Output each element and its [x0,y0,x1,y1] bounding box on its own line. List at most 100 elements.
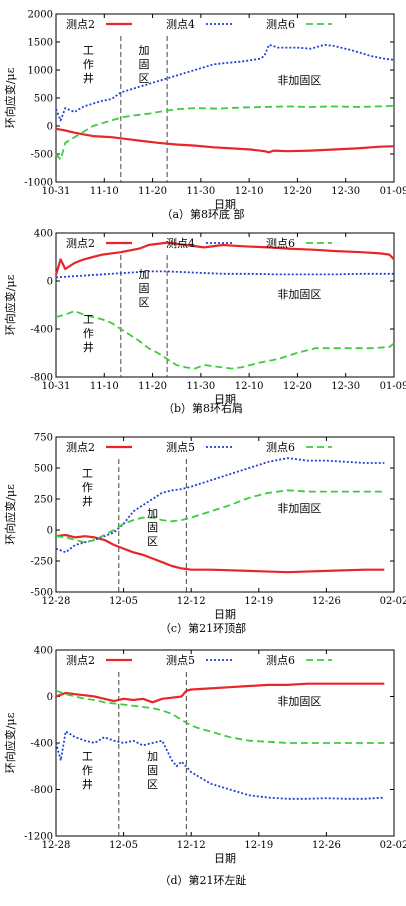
annotation-reinforced: 固 [147,521,158,534]
annotation-working-shaft: 井 [82,494,93,508]
x-tick-label: 12-26 [312,596,341,607]
chart-caption: （c）第21环顶部 [160,621,246,635]
x-tick-label: 12-30 [331,381,360,392]
legend-label: 测点5 [166,441,195,454]
y-tick-label: 0 [47,122,53,133]
chart-caption: （d）第21环左趾 [159,873,246,887]
y-tick-label: -400 [31,325,53,336]
annotation-reinforced: 固 [147,764,158,777]
y-axis-label: 环向应变/με [3,274,17,335]
plot-frame [55,436,395,593]
series-line-3 [55,104,395,161]
x-tick-label: 12-28 [42,596,71,607]
legend-label: 测点6 [266,18,295,31]
annotation-working-shaft: 作 [83,58,94,71]
annotation-working-shaft: 工 [82,467,93,480]
chart-caption: （b）第8环右肩 [163,401,243,415]
x-tick-label: 12-10 [235,186,264,197]
y-tick-label: -500 [31,150,53,161]
x-tick-label: 12-20 [283,381,312,392]
x-tick-label: 02-02 [380,596,406,607]
legend-label: 测点6 [266,654,295,667]
legend-label: 测点4 [166,18,195,31]
x-tick-label: 12-12 [177,596,206,607]
annotation-reinforced: 固 [138,58,149,71]
chart-panel-2: -800 -400 0 400 10-31 11-10 11-20 11-30 12-10 12-… [3,229,406,416]
x-tick-label: 11-30 [186,186,215,197]
y-tick-label: 250 [34,495,53,506]
annotation-working-shaft: 作 [82,481,93,494]
x-tick-label: 01-09 [380,381,406,392]
legend-label: 测点6 [266,441,295,454]
chart-panel-3: -500 -250 0 250 500 750 12-28 12-05 12-12 12-19 12… [3,433,406,636]
annotation-non-reinforced: 非加固区 [277,74,321,87]
annotation-non-reinforced: 非加固区 [277,695,321,708]
x-tick-label: 12-19 [244,596,273,607]
annotation-working-shaft: 井 [83,71,94,85]
annotation-reinforced: 加 [147,750,158,763]
x-tick-label: 12-26 [312,840,341,851]
annotation-working-shaft: 作 [83,327,94,340]
series-line-1 [54,241,395,276]
y-tick-label: 400 [34,646,53,657]
y-tick-label: 2000 [28,10,53,21]
series-line-2 [55,730,385,800]
annotation-non-reinforced: 非加固区 [277,502,321,515]
y-axis-label: 环向应变/με [3,484,17,545]
x-tick-label: 12-05 [109,840,138,851]
annotation-reinforced: 区 [147,535,158,548]
y-axis-label: 环向应变/με [3,67,17,128]
chart-caption: （a）第8环底 部 [161,207,244,221]
x-tick-label: 12-20 [283,186,312,197]
x-tick-label: 11-20 [138,186,167,197]
annotation-reinforced: 区 [147,778,158,791]
x-tick-label: 11-30 [186,381,215,392]
x-axis-label: 日期 [214,198,236,211]
y-tick-label: -1200 [24,832,53,843]
legend-label: 测点6 [266,237,295,250]
legend-label: 测点2 [66,18,95,31]
annotation-working-shaft: 工 [83,313,94,326]
annotation-reinforced: 区 [138,296,149,309]
y-tick-label: 0 [47,692,53,703]
x-tick-label: 11-20 [138,381,167,392]
x-tick-label: 12-05 [109,596,138,607]
annotation-working-shaft: 井 [83,340,94,354]
x-tick-label: 11-10 [90,186,119,197]
series-line-1 [55,127,395,154]
series-line-3 [55,689,385,744]
x-axis-label: 日期 [214,852,236,865]
annotation-reinforced: 区 [138,72,149,85]
annotation-working-shaft: 工 [82,750,93,763]
y-tick-label: -250 [31,557,53,568]
annotation-working-shaft: 作 [82,764,93,777]
y-tick-label: 400 [34,229,53,240]
x-tick-label: 12-12 [177,840,206,851]
y-tick-label: 0 [47,277,53,288]
x-axis-label: 日期 [214,393,236,406]
legend-label: 测点5 [166,654,195,667]
x-tick-label: 12-10 [235,381,264,392]
series-line-2 [55,457,385,554]
plot-frame [55,232,395,378]
plot-frame [55,649,395,837]
x-tick-label: 12-19 [244,840,273,851]
y-tick-label: 500 [34,464,53,475]
series-line-3 [55,489,385,544]
y-tick-label: 500 [34,94,53,105]
y-tick-label: 1000 [28,66,53,77]
x-tick-label: 11-10 [90,381,119,392]
plot-frame [55,13,395,183]
x-tick-label: 01-09 [380,186,406,197]
annotation-reinforced: 加 [138,268,149,281]
y-tick-label: -500 [31,588,53,599]
y-tick-label: -400 [31,739,53,750]
legend-label: 测点2 [66,441,95,454]
series-line-1 [55,682,385,704]
y-tick-label: 750 [34,433,53,444]
annotation-working-shaft: 工 [83,44,94,57]
series-line-3 [55,310,395,370]
x-tick-label: 10-31 [42,381,71,392]
